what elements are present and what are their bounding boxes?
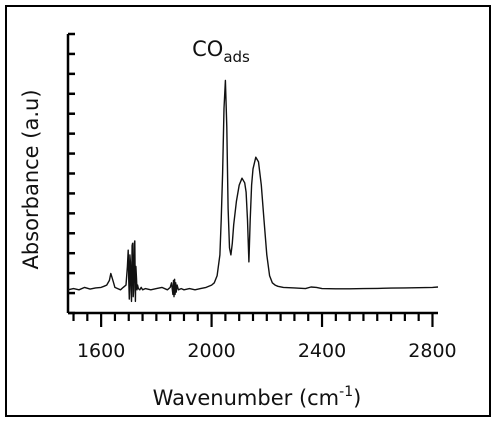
x-axis-title-main: Wavenumber (cm (153, 386, 339, 410)
x-axis-title: Wavenumber (cm-1) (153, 384, 362, 410)
x-tick-label: 2000 (187, 340, 235, 362)
chart-frame (5, 5, 491, 417)
x-tick-labels: 1600 2000 2400 2800 (77, 340, 457, 362)
annotation-main: CO (192, 37, 223, 61)
x-tick-label: 2400 (298, 340, 346, 362)
x-axis-title-sup: -1 (339, 384, 353, 400)
annotation-subscript: ads (223, 48, 250, 66)
x-tick-label: 2800 (408, 340, 456, 362)
co-ads-annotation: COads (192, 37, 250, 66)
y-axis-title: Absorbance (a.u) (19, 89, 43, 269)
x-tick-label: 1600 (77, 340, 125, 362)
x-axis-title-close: ) (353, 386, 361, 410)
absorbance-spectrum-line (67, 79, 439, 303)
x-axis-ticks (72, 313, 434, 327)
